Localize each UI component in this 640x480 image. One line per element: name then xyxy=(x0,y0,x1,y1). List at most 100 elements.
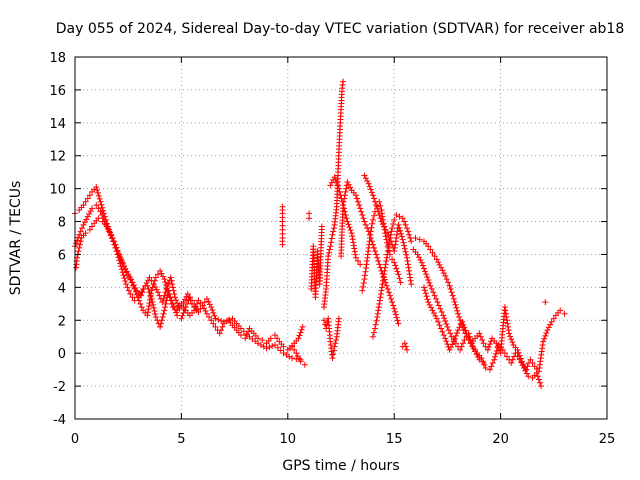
data-point xyxy=(542,299,549,306)
data-point xyxy=(457,346,464,353)
data-point xyxy=(82,230,89,237)
data-point-interp xyxy=(502,310,509,317)
data-point-interp xyxy=(274,344,281,351)
data-point-interp xyxy=(356,202,363,209)
data-point-interp xyxy=(336,188,343,195)
data-point-interp xyxy=(377,294,384,301)
data-point xyxy=(431,292,438,299)
data-point xyxy=(176,305,183,312)
data-point-interp xyxy=(162,279,169,286)
data-point-interp xyxy=(430,310,437,317)
data-point xyxy=(403,254,410,261)
data-point-interp xyxy=(485,344,492,351)
data-point-interp xyxy=(349,233,356,240)
y-tick-label: 4 xyxy=(58,281,66,296)
data-point xyxy=(506,330,513,337)
data-point xyxy=(157,323,164,330)
data-point-interp xyxy=(445,279,452,286)
data-point-interp xyxy=(355,258,362,265)
data-point-interp xyxy=(477,333,484,340)
data-point-interp xyxy=(428,304,435,311)
data-point xyxy=(169,304,176,311)
data-point-interp xyxy=(443,320,450,327)
y-tick-label: 12 xyxy=(49,150,66,165)
data-point xyxy=(374,313,381,320)
data-point xyxy=(146,274,153,281)
data-point xyxy=(295,335,302,342)
data-point xyxy=(427,282,434,289)
data-point-interp xyxy=(428,286,435,293)
data-point xyxy=(544,327,551,334)
data-point xyxy=(440,312,447,319)
data-point-interp xyxy=(106,228,113,235)
data-point xyxy=(508,360,515,367)
data-point-interp xyxy=(338,195,345,202)
data-point-interp xyxy=(440,270,447,277)
data-point-interp xyxy=(129,294,136,301)
data-point xyxy=(433,315,440,322)
data-point-interp xyxy=(339,198,346,205)
data-point-interp xyxy=(385,289,392,296)
data-point-interp xyxy=(169,281,176,288)
data-point-interp xyxy=(350,239,357,246)
data-point-interp xyxy=(393,235,400,241)
data-point-interp xyxy=(421,287,428,294)
data-point xyxy=(108,231,115,238)
data-point-interp xyxy=(274,335,281,342)
data-point-interp xyxy=(392,262,399,269)
series-track-j xyxy=(410,246,549,390)
data-point xyxy=(395,221,402,228)
data-point-interp xyxy=(380,277,387,284)
data-point-interp xyxy=(95,192,102,199)
data-point xyxy=(293,350,300,357)
data-point-interp xyxy=(94,186,101,193)
data-point-interp xyxy=(449,341,456,348)
data-point xyxy=(384,248,391,255)
data-point-interp xyxy=(474,354,481,361)
data-point-interp xyxy=(435,259,442,266)
data-point-interp xyxy=(140,286,147,293)
axis-ticks: 0 5 10 15 20 25 -4 -2 0 2 4 6 8 10 12 14 16 18 xyxy=(49,51,615,447)
data-point-interp xyxy=(114,247,121,254)
data-point xyxy=(93,183,100,190)
data-point xyxy=(259,337,266,344)
data-point-interp xyxy=(368,224,375,231)
data-point-interp xyxy=(493,347,500,354)
data-point-interp xyxy=(437,305,444,312)
data-point xyxy=(150,281,157,288)
data-point-interp xyxy=(351,248,358,255)
data-point xyxy=(344,218,351,225)
data-point-interp xyxy=(407,235,414,241)
data-point-interp xyxy=(442,318,449,325)
data-point xyxy=(389,256,396,263)
data-point-interp xyxy=(202,307,209,314)
data-point xyxy=(152,313,159,320)
data-point-interp xyxy=(191,304,198,311)
data-point-interp xyxy=(451,298,458,305)
data-point-interp xyxy=(89,223,96,230)
data-point-interp xyxy=(132,284,139,291)
data-point-interp xyxy=(547,321,554,328)
data-point-interp xyxy=(373,317,380,324)
data-point xyxy=(280,343,287,350)
data-point xyxy=(329,231,336,238)
data-point-interp xyxy=(346,224,353,231)
data-point-interp xyxy=(183,293,190,300)
data-point xyxy=(369,192,376,199)
data-point xyxy=(403,225,410,232)
data-point-interp xyxy=(535,376,542,383)
series-track-d xyxy=(279,78,347,352)
data-point-interp xyxy=(447,344,454,351)
data-point-interp xyxy=(424,274,431,281)
data-point xyxy=(208,317,215,324)
data-point-interp xyxy=(447,330,454,337)
data-point xyxy=(103,223,110,230)
x-axis-label: GPS time / hours xyxy=(282,458,399,474)
data-point-interp xyxy=(431,253,438,260)
data-point xyxy=(352,254,359,261)
data-point xyxy=(450,295,457,302)
data-point xyxy=(433,256,440,263)
data-point-interp xyxy=(330,225,337,232)
data-point-interp xyxy=(427,246,434,253)
data-point-interp xyxy=(337,192,344,199)
